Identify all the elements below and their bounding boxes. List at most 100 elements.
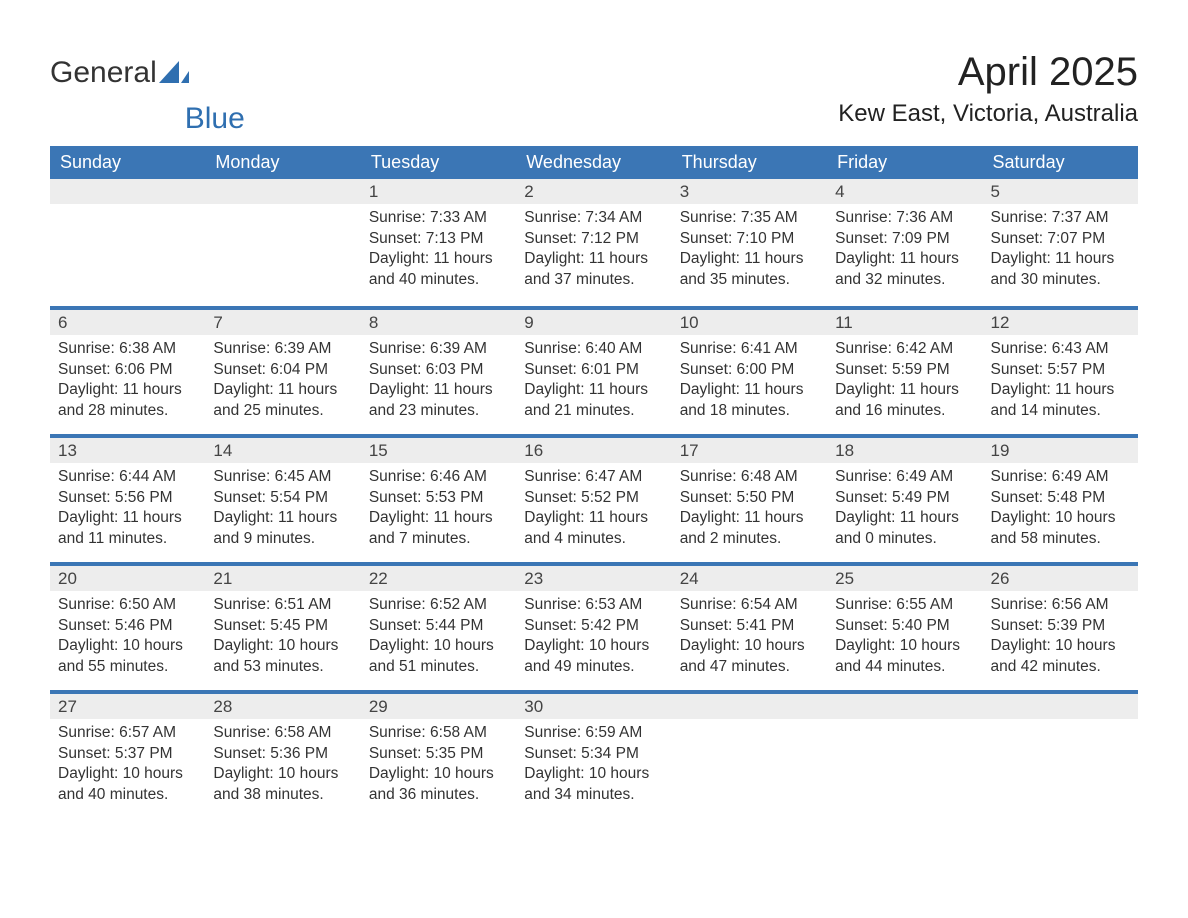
calendar-cell: 5Sunrise: 7:37 AMSunset: 7:07 PMDaylight… [983,179,1138,307]
day-body: Sunrise: 6:44 AMSunset: 5:56 PMDaylight:… [50,463,205,555]
day-number: 3 [672,179,827,204]
day-number [205,179,360,204]
calendar-cell: 25Sunrise: 6:55 AMSunset: 5:40 PMDayligh… [827,563,982,691]
daylight-line: Daylight: 11 hours and 4 minutes. [524,508,663,549]
sunrise-line: Sunrise: 6:47 AM [524,467,663,487]
day-number: 28 [205,692,360,719]
day-number: 2 [516,179,671,204]
calendar-week-row: 6Sunrise: 6:38 AMSunset: 6:06 PMDaylight… [50,307,1138,435]
daylight-line: Daylight: 11 hours and 2 minutes. [680,508,819,549]
header-sunday: Sunday [50,146,205,179]
day-body: Sunrise: 6:38 AMSunset: 6:06 PMDaylight:… [50,335,205,427]
calendar-cell: 8Sunrise: 6:39 AMSunset: 6:03 PMDaylight… [361,307,516,435]
sunset-line: Sunset: 5:44 PM [369,616,508,636]
sunset-line: Sunset: 5:34 PM [524,744,663,764]
daylight-line: Daylight: 10 hours and 38 minutes. [213,764,352,805]
day-number: 17 [672,436,827,463]
daylight-line: Daylight: 10 hours and 34 minutes. [524,764,663,805]
sunrise-line: Sunrise: 7:34 AM [524,208,663,228]
day-body: Sunrise: 6:45 AMSunset: 5:54 PMDaylight:… [205,463,360,555]
day-body: Sunrise: 6:51 AMSunset: 5:45 PMDaylight:… [205,591,360,683]
sunrise-line: Sunrise: 6:52 AM [369,595,508,615]
day-number: 1 [361,179,516,204]
day-body: Sunrise: 6:41 AMSunset: 6:00 PMDaylight:… [672,335,827,427]
sunrise-line: Sunrise: 7:35 AM [680,208,819,228]
sunset-line: Sunset: 5:42 PM [524,616,663,636]
daylight-line: Daylight: 10 hours and 44 minutes. [835,636,974,677]
sunrise-line: Sunrise: 6:48 AM [680,467,819,487]
calendar-page: General April 2025 Kew East, Victoria, A… [0,0,1188,819]
header-wednesday: Wednesday [516,146,671,179]
sail-icon [159,57,189,91]
calendar-cell: 3Sunrise: 7:35 AMSunset: 7:10 PMDaylight… [672,179,827,307]
calendar-cell: 19Sunrise: 6:49 AMSunset: 5:48 PMDayligh… [983,435,1138,563]
calendar-cell: 30Sunrise: 6:59 AMSunset: 5:34 PMDayligh… [516,691,671,819]
daylight-line: Daylight: 10 hours and 42 minutes. [991,636,1130,677]
sunset-line: Sunset: 5:36 PM [213,744,352,764]
day-body: Sunrise: 7:33 AMSunset: 7:13 PMDaylight:… [361,204,516,296]
daylight-line: Daylight: 11 hours and 0 minutes. [835,508,974,549]
sunrise-line: Sunrise: 7:36 AM [835,208,974,228]
sunset-line: Sunset: 5:35 PM [369,744,508,764]
sunrise-line: Sunrise: 6:49 AM [835,467,974,487]
daylight-line: Daylight: 11 hours and 9 minutes. [213,508,352,549]
daylight-line: Daylight: 11 hours and 11 minutes. [58,508,197,549]
day-number: 12 [983,308,1138,335]
daylight-line: Daylight: 11 hours and 21 minutes. [524,380,663,421]
calendar-cell: 28 Sunrise: 6:58 AMSunset: 5:36 PMDayligh… [205,691,360,819]
day-body: Sunrise: 6:49 AMSunset: 5:48 PMDaylight:… [983,463,1138,555]
calendar-cell: 6Sunrise: 6:38 AMSunset: 6:06 PMDaylight… [50,307,205,435]
header-friday: Friday [827,146,982,179]
sunrise-line: Sunrise: 6:49 AM [991,467,1130,487]
day-body: Sunrise: 7:36 AMSunset: 7:09 PMDaylight:… [827,204,982,296]
sunrise-line: Sunrise: 6:57 AM [58,723,197,743]
day-number: 30 [516,692,671,719]
sunrise-line: Sunrise: 6:38 AM [58,339,197,359]
header-monday: Monday [205,146,360,179]
day-body: Sunrise: 6:46 AMSunset: 5:53 PMDaylight:… [361,463,516,555]
sunrise-line: Sunrise: 6:58 AM [213,723,352,743]
sunrise-line: Sunrise: 6:51 AM [213,595,352,615]
day-number: 27 [50,692,205,719]
day-body: Sunrise: 7:37 AMSunset: 7:07 PMDaylight:… [983,204,1138,296]
daylight-line: Daylight: 11 hours and 37 minutes. [524,249,663,290]
sunset-line: Sunset: 6:01 PM [524,360,663,380]
sunrise-line: Sunrise: 6:54 AM [680,595,819,615]
day-number: 23 [516,564,671,591]
calendar-week-row: 13Sunrise: 6:44 AMSunset: 5:56 PMDayligh… [50,435,1138,563]
day-number: 19 [983,436,1138,463]
sunset-line: Sunset: 5:56 PM [58,488,197,508]
sunset-line: Sunset: 7:13 PM [369,229,508,249]
sunrise-line: Sunrise: 6:56 AM [991,595,1130,615]
brand-word-1: General [50,56,157,90]
daylight-line: Daylight: 10 hours and 49 minutes. [524,636,663,677]
day-number: 8 [361,308,516,335]
sunrise-line: Sunrise: 6:41 AM [680,339,819,359]
sunset-line: Sunset: 5:39 PM [991,616,1130,636]
daylight-line: Daylight: 10 hours and 47 minutes. [680,636,819,677]
brand-logo: General [50,56,189,90]
sunset-line: Sunset: 7:07 PM [991,229,1130,249]
day-body: Sunrise: 6:49 AMSunset: 5:49 PMDaylight:… [827,463,982,555]
calendar-week-row: 1Sunrise: 7:33 AMSunset: 7:13 PMDaylight… [50,179,1138,307]
calendar-cell: 1Sunrise: 7:33 AMSunset: 7:13 PMDaylight… [361,179,516,307]
calendar-cell: 13Sunrise: 6:44 AMSunset: 5:56 PMDayligh… [50,435,205,563]
calendar-cell [50,179,205,307]
daylight-line: Daylight: 11 hours and 30 minutes. [991,249,1130,290]
calendar-cell: 12Sunrise: 6:43 AMSunset: 5:57 PMDayligh… [983,307,1138,435]
day-body [205,204,360,214]
sunset-line: Sunset: 5:59 PM [835,360,974,380]
sunrise-line: Sunrise: 6:39 AM [369,339,508,359]
calendar-cell [983,691,1138,819]
sunrise-line: Sunrise: 6:40 AM [524,339,663,359]
day-body: Sunrise: 6:39 AMSunset: 6:04 PMDaylight:… [205,335,360,427]
day-number: 25 [827,564,982,591]
sunset-line: Sunset: 5:40 PM [835,616,974,636]
sunrise-line: Sunrise: 6:39 AM [213,339,352,359]
day-number: 14 [205,436,360,463]
month-title: April 2025 [838,50,1138,94]
day-number: 9 [516,308,671,335]
day-body: Sunrise: 6:48 AMSunset: 5:50 PMDaylight:… [672,463,827,555]
calendar-cell [205,179,360,307]
sunrise-line: Sunrise: 6:53 AM [524,595,663,615]
